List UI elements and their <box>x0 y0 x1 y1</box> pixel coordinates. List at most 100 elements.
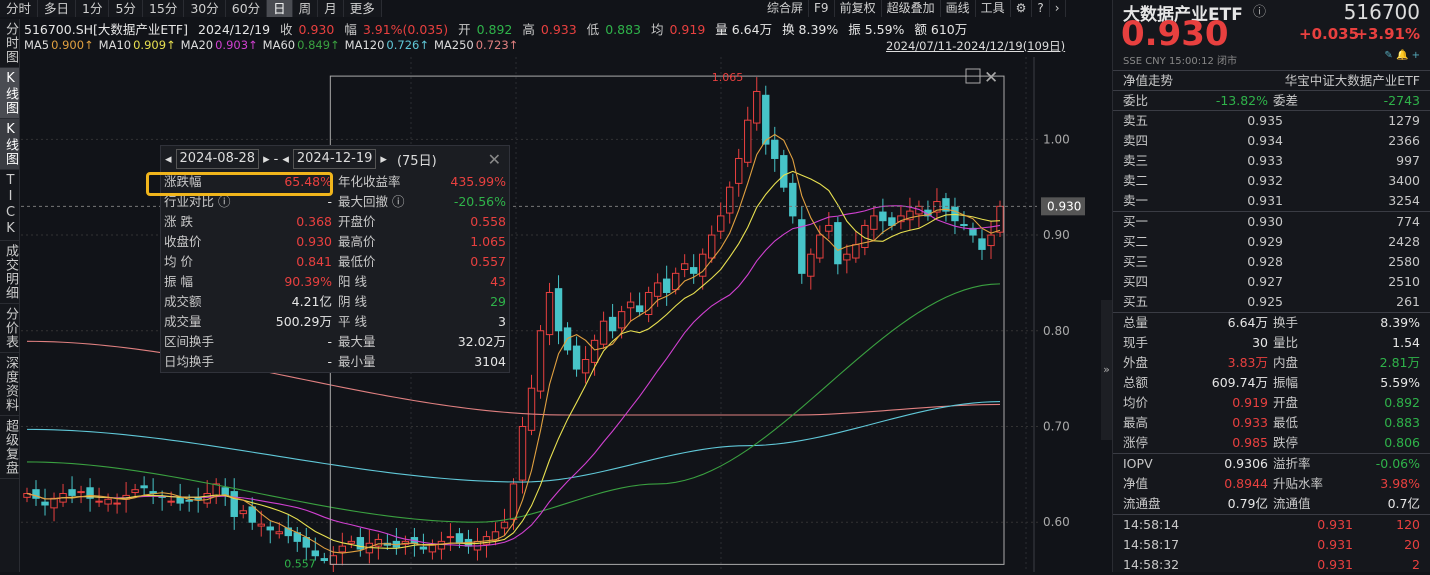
candle-body <box>509 483 518 520</box>
last-price: 0.930 <box>1121 14 1229 54</box>
sidebar-item-depth[interactable]: 深度资料 <box>0 353 19 416</box>
text: 0.8944 <box>1224 476 1268 491</box>
stat-row: 振 幅 90.39% 阳 线 43 <box>161 272 509 292</box>
tab-9[interactable]: 月 <box>318 0 344 17</box>
text: 卖二 <box>1123 173 1149 188</box>
info-icon[interactable]: ⓘ <box>1253 5 1267 20</box>
candle-body <box>915 205 923 215</box>
sidebar-item-kline-active[interactable]: K线图 <box>0 68 19 119</box>
maximize-icon[interactable] <box>965 68 981 84</box>
toolbar-item-6[interactable]: ⚙ <box>1011 0 1033 17</box>
tab-3[interactable]: 5分 <box>109 0 143 17</box>
sidebar-item-trade-detail[interactable]: 成交明细 <box>0 241 19 304</box>
stat-value: - <box>327 354 332 369</box>
stats-row: 均价 0.919 开盘 0.892 <box>1113 393 1430 413</box>
ma10-line <box>26 170 1001 549</box>
candle-body <box>798 219 806 274</box>
collapse-panel-button[interactable]: » <box>1101 300 1112 440</box>
candle-body <box>626 301 635 309</box>
amplitude: 振 5.59% <box>848 22 905 37</box>
toolbar-item-4[interactable]: 画线 <box>941 0 976 17</box>
text: 14:58:14 <box>1123 517 1180 532</box>
candle-body <box>374 538 383 547</box>
toolbar: 综合屏 F9 前复权 超级叠加 画线 工具 ⚙? › <box>762 0 1066 17</box>
tab-7[interactable]: 日 <box>267 0 293 17</box>
ma-legend: MA5 0.900↑ MA10 0.909↑ MA20 0.903↑ MA60 0.849↑ M… <box>24 38 523 52</box>
high-value: 0.933 <box>540 22 577 37</box>
sell-row: 卖五 0.935 1279 <box>1113 111 1430 131</box>
ticks-row: 14:58:32 0.931 2 <box>1113 555 1430 575</box>
y-tick-label: 0.80 <box>1043 324 1070 338</box>
tab-10[interactable]: 更多 <box>344 0 382 17</box>
text: 买四 <box>1123 274 1149 289</box>
tab-2[interactable]: 1分 <box>76 0 110 17</box>
tab-0[interactable]: 分时 <box>0 0 39 17</box>
sidebar-item-replay[interactable]: 超级复盘 <box>0 416 19 479</box>
interval-stats-popup: ◂ 2024-08-28 ▸ - ◂ 2024-12-19 ▸ (75日) ✕ 涨跌幅 6… <box>160 145 510 373</box>
candle-body <box>104 498 112 505</box>
start-date-input[interactable]: 2024-08-28 <box>175 149 260 169</box>
candle-body <box>419 546 428 550</box>
stat-row: 成交额 4.21亿阴 线 29 <box>161 292 509 312</box>
candle-body <box>888 217 896 226</box>
pct-change: +3.91% <box>1355 25 1420 43</box>
toolbar-item-1[interactable]: F9 <box>809 0 835 17</box>
tab-1[interactable]: 多日 <box>38 0 77 17</box>
stat-label: 日均换手 <box>164 354 215 369</box>
candle-body <box>897 215 905 223</box>
stats-row: 最高 0.933 最低 0.883 <box>1113 413 1430 433</box>
candle-body <box>617 311 626 329</box>
text: 20 <box>1404 537 1420 552</box>
toolbar-item-5[interactable]: 工具 <box>976 0 1011 17</box>
prev-start-icon[interactable]: ◂ <box>165 151 172 167</box>
sidebar-item-tick[interactable]: TICK <box>0 170 19 241</box>
nav-trend-link[interactable]: 净值走势 <box>1123 73 1174 88</box>
stat-label: 最小量 <box>338 354 376 369</box>
ma-value: 0.849↑ <box>297 38 340 52</box>
toolbar-item-0[interactable]: 综合屏 <box>762 0 810 17</box>
toolbar-item-8[interactable]: › <box>1050 0 1066 17</box>
kline-chart[interactable]: 1.00 0.90 0.80 0.70 0.60 1.065 0.557 ✕ 0.930 <box>21 57 1101 572</box>
stat-label: 振 幅 <box>164 274 193 289</box>
turnover: 换 8.39% <box>782 22 839 37</box>
toolbar-item-2[interactable]: 前复权 <box>835 0 882 17</box>
text: 0.79亿 <box>1227 496 1268 511</box>
text: 卖一 <box>1123 193 1149 208</box>
close-icon[interactable]: ✕ <box>487 149 501 169</box>
text: 0.928 <box>1247 254 1283 269</box>
text: 量比 <box>1273 335 1299 350</box>
stat-label: 涨 跌 <box>164 214 193 229</box>
toolbar-item-7[interactable]: ? <box>1032 0 1050 17</box>
stat-label: 最高价 <box>338 234 376 249</box>
next-end-icon[interactable]: ▸ <box>380 151 387 167</box>
sidebar-item-time-chart[interactable]: 分时图 <box>0 19 19 68</box>
date-range-link[interactable]: 2024/07/11-2024/12/19(109日) <box>886 39 1066 53</box>
text: 1279 <box>1388 113 1420 128</box>
close-selection-icon[interactable]: ✕ <box>984 68 998 88</box>
tab-4[interactable]: 15分 <box>143 0 185 17</box>
end-date-input[interactable]: 2024-12-19 <box>292 149 377 169</box>
panel-actions[interactable]: ✎ 🔔 + <box>1384 50 1420 61</box>
candle-body <box>140 485 148 489</box>
sidebar-item-price-table[interactable]: 分价表 <box>0 304 19 353</box>
ma-value: 0.900↑ <box>51 38 94 52</box>
ma60-line <box>26 283 1001 523</box>
stat-row: 成交量 500.29万平 线 3 <box>161 312 509 332</box>
volume: 量 6.64万 <box>715 22 773 37</box>
prev-end-icon[interactable]: ◂ <box>282 151 289 167</box>
text: 买三 <box>1123 254 1149 269</box>
tab-5[interactable]: 30分 <box>184 0 226 17</box>
tab-8[interactable]: 周 <box>293 0 319 17</box>
buy-row: 买五 0.925 261 <box>1113 292 1430 312</box>
avg-value: 0.919 <box>669 22 706 37</box>
text: 最低 <box>1273 415 1299 430</box>
next-start-icon[interactable]: ▸ <box>263 151 270 167</box>
candle-body <box>428 544 437 553</box>
text: 外盘 <box>1123 355 1149 370</box>
tab-6[interactable]: 60分 <box>226 0 268 17</box>
candle-body <box>852 244 860 259</box>
stat-row: 区间换手 - 最大量 32.02万 <box>161 332 509 352</box>
stat-label: 最大回撤 ⓘ <box>338 194 405 209</box>
text: 现手 <box>1123 335 1149 350</box>
toolbar-item-3[interactable]: 超级叠加 <box>882 0 941 17</box>
